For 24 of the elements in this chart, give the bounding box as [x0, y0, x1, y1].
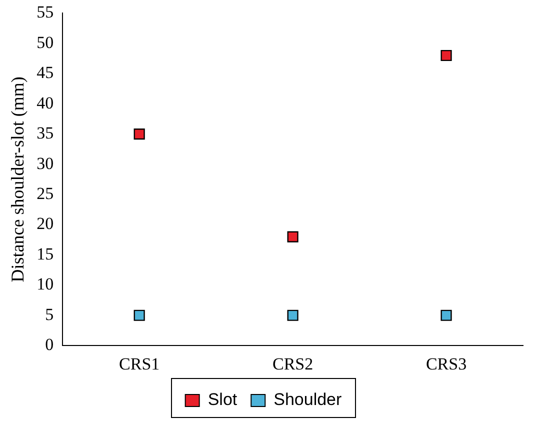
legend-label: Shoulder — [274, 390, 342, 410]
y-tick-label: 5 — [45, 304, 54, 324]
point — [134, 310, 145, 321]
y-tick-label: 20 — [36, 214, 54, 234]
y-tick-label: 10 — [36, 274, 54, 294]
y-tick-label: 35 — [36, 124, 54, 143]
y-tick-label: 25 — [36, 184, 54, 203]
point — [287, 310, 298, 321]
y-tick-label: 45 — [36, 63, 54, 82]
point — [287, 231, 298, 242]
y-tick-label: 55 — [36, 2, 54, 22]
y-tick-label: 0 — [45, 335, 54, 354]
point — [440, 310, 452, 321]
point — [440, 50, 452, 62]
point — [134, 128, 145, 140]
y-tick-label: 40 — [36, 93, 54, 112]
y-axis-title: Distance shoulder-slot (mm) — [8, 76, 28, 282]
y-tick-label: 30 — [36, 154, 54, 173]
x-tick-label: CRS1 — [119, 354, 160, 374]
legend-label: Slot — [208, 390, 238, 410]
y-tick-label: 15 — [36, 244, 54, 264]
x-tick-label: CRS2 — [272, 354, 314, 374]
y-tick-label: 50 — [36, 32, 54, 52]
x-tick-label: CRS3 — [426, 354, 467, 374]
